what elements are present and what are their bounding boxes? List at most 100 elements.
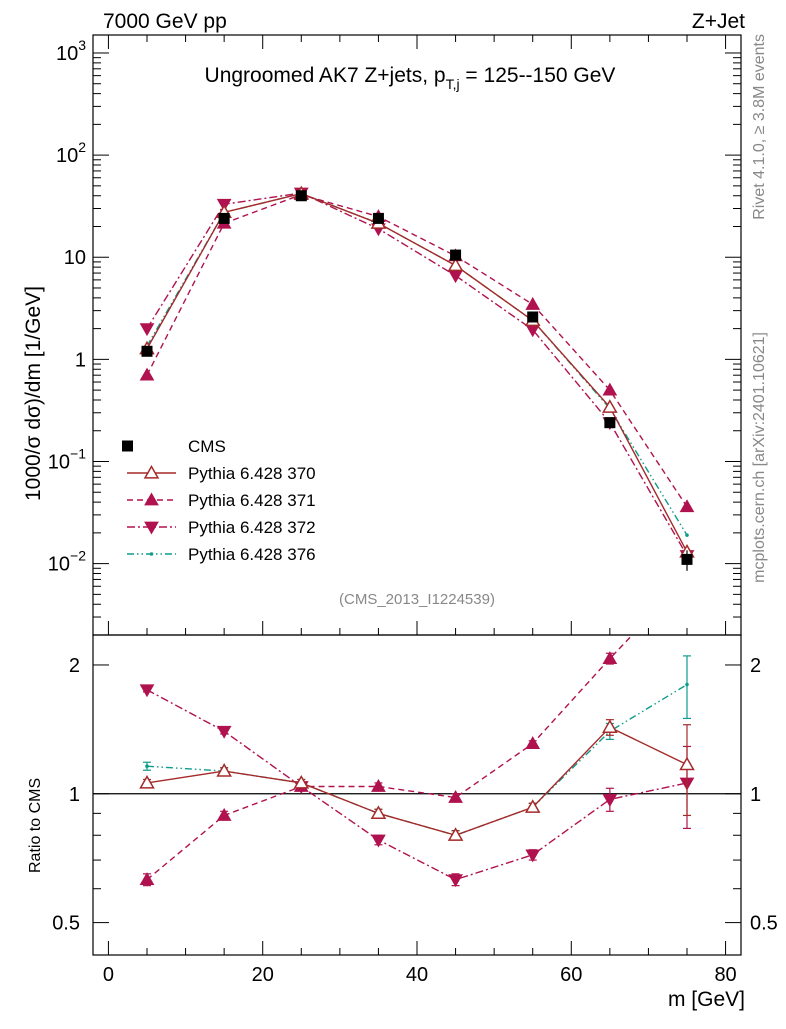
data-point	[450, 249, 462, 261]
y-tick-base: 10	[64, 247, 86, 269]
ratio-series-line	[146, 689, 688, 881]
legend: CMS Pythia 6.428 370 Pythia 6.428 371 Pythi…	[122, 437, 316, 564]
data-point	[604, 417, 616, 429]
ratio-series-point	[216, 725, 232, 739]
series-point	[525, 296, 541, 310]
x-tick-label: 0	[103, 964, 114, 986]
series-point	[139, 323, 155, 337]
y-tick-label: 10−2	[48, 548, 86, 576]
ratio-series-point	[447, 827, 464, 841]
ratio-series-point	[371, 778, 386, 792]
y-tick-label: 103	[56, 37, 86, 65]
data-point	[372, 212, 384, 224]
legend-marker	[122, 440, 133, 452]
legend-label: Pythia 6.428 376	[188, 545, 316, 564]
ratio-series	[139, 635, 695, 888]
ratio-tick-label: 2	[69, 655, 80, 677]
x-axis-label: m [GeV]	[668, 988, 745, 1011]
legend-marker	[144, 492, 159, 506]
ratio-tick-label: 0.5	[52, 913, 80, 935]
ratio-series-point	[602, 719, 618, 733]
ratio-series-point	[525, 736, 541, 749]
analysis-id: (CMS_2013_I1224539)	[339, 591, 495, 608]
ratio-series-inner	[139, 635, 695, 888]
ratio-series-point	[145, 764, 149, 769]
ratio-series-point	[216, 763, 232, 777]
ratio-series-point	[524, 799, 541, 813]
series-point	[139, 367, 155, 381]
x-ticks: 0 20 40 60 80	[103, 35, 737, 986]
header-process: Z+Jet	[692, 10, 745, 33]
y-axis-label: 1000/σ dσ)/dm [1/GeV]	[22, 286, 45, 501]
chart-title-tail: = 125--150 GeV	[460, 64, 616, 87]
series-line	[146, 192, 688, 553]
data-point	[681, 553, 693, 565]
ratio-tick-label: 1	[69, 784, 80, 806]
series-point	[602, 382, 618, 396]
legend-marker	[144, 521, 159, 535]
header-energy: 7000 GeV pp	[103, 10, 227, 33]
chart-title: Ungroomed AK7 Z+jets, pT,j = 125--150 Ge…	[205, 64, 616, 92]
ratio-series-point	[370, 805, 387, 819]
y-tick-label: 10−1	[48, 445, 86, 473]
ratio-series-point	[448, 790, 463, 803]
ratio-series-point	[685, 682, 689, 687]
rivet-label: Rivet 4.1.0, ≥ 3.8M events	[751, 34, 768, 220]
ratio-tick-label-right: 2	[750, 655, 761, 677]
chart-title-main: Ungroomed AK7 Z+jets, p	[205, 64, 446, 87]
x-tick-label: 40	[406, 964, 428, 986]
series-line	[146, 193, 688, 508]
y-tick-exp: −1	[70, 445, 86, 461]
ratio-tick-label-right: 1	[750, 784, 761, 806]
y-tick-label: 102	[56, 139, 86, 167]
ratio-y-axis-label: Ratio to CMS	[27, 778, 44, 873]
ratio-series-point	[525, 849, 541, 863]
mcplots-label: mcplots.cern.ch [arXiv:2401.10621]	[751, 332, 768, 583]
ratio-series-line	[146, 635, 634, 881]
x-tick-label: 20	[252, 964, 274, 986]
ratio-series-point	[139, 774, 155, 789]
ratio-series-line	[146, 726, 688, 836]
ratio-series-line	[146, 683, 688, 836]
data-point	[218, 212, 230, 224]
ratio-series-point	[448, 874, 463, 888]
ratio-series-point	[139, 684, 155, 698]
x-tick-label: 60	[560, 964, 582, 986]
data-point	[527, 311, 539, 323]
chart-title-sub: T,j	[446, 76, 460, 92]
legend-label: Pythia 6.428 371	[188, 491, 316, 510]
y-tick-base: 1	[75, 349, 86, 371]
data-point	[295, 190, 307, 202]
series-point	[602, 399, 618, 413]
legend-marker	[149, 552, 154, 556]
y-tick-exp: 2	[78, 139, 86, 155]
y-tick-base: 10	[56, 145, 78, 167]
y-tick-base: 10	[48, 554, 70, 576]
series-line	[146, 192, 688, 556]
legend-label: CMS	[188, 437, 226, 456]
ratio-series-point	[216, 807, 232, 821]
ratio-series-point	[602, 794, 618, 807]
series-point	[679, 499, 695, 513]
ratio-series-point	[139, 872, 155, 886]
series-point	[447, 257, 464, 272]
x-tick-label: 80	[714, 964, 736, 986]
ratio-series-point	[679, 756, 695, 771]
legend-marker	[143, 464, 160, 479]
legend-label: Pythia 6.428 370	[188, 464, 316, 483]
ratio-tick-label-right: 0.5	[750, 913, 778, 935]
y-tick-label: 1	[75, 349, 86, 371]
y-tick-exp: 3	[78, 37, 86, 53]
y-tick-base: 10	[48, 451, 70, 473]
y-tick-base: 10	[56, 43, 78, 65]
series-point	[685, 533, 689, 537]
y-tick-exp: −2	[70, 548, 86, 564]
ratio-series-point	[602, 651, 618, 664]
main-series	[139, 185, 695, 571]
y-tick-label: 10	[64, 247, 86, 269]
legend-label: Pythia 6.428 372	[188, 518, 316, 537]
data-point	[141, 345, 153, 357]
